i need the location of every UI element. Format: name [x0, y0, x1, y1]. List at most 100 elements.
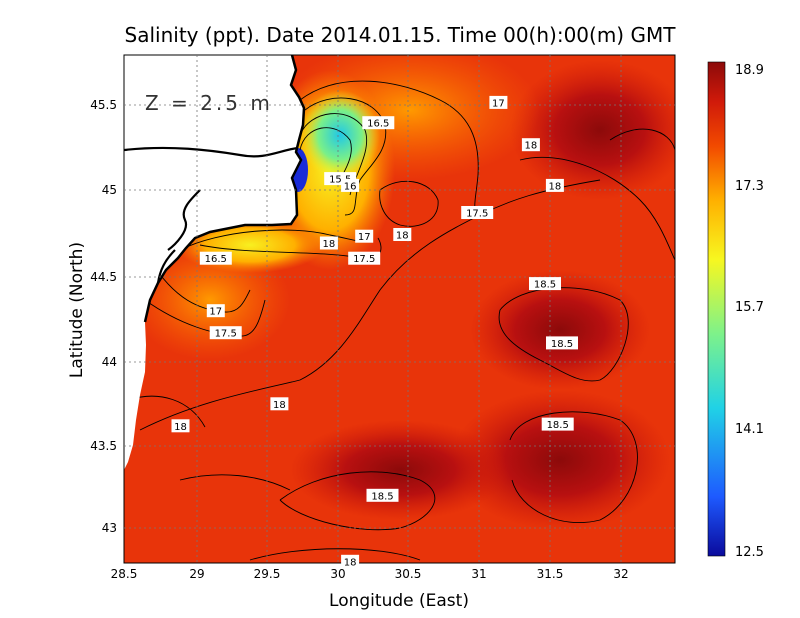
contour-label: 18: [319, 236, 338, 250]
contour-label: 18: [341, 554, 360, 568]
contour-label: 17.5: [461, 206, 494, 220]
contour-label: 17.5: [348, 251, 381, 265]
x-axis-label: Longitude (East): [329, 591, 469, 611]
contour-18-far-east: [609, 128, 675, 151]
contour-label-box: [319, 236, 338, 250]
x-tick-label: 30: [330, 567, 345, 581]
contour-label: 17.5: [209, 326, 242, 340]
contour-labels: 17 16.5 15.516 18 18 17.5 17 18 18 17.5 16.5 17 17.5…: [171, 95, 578, 568]
colorbar-tick-label: 14.1: [735, 422, 764, 437]
contour-label-box: [199, 251, 232, 265]
contour-label-box: [393, 228, 412, 241]
contour-17-5-coast: [199, 237, 382, 260]
y-axis-label: Latitude (North): [67, 242, 87, 378]
contour-17-north: [299, 80, 483, 213]
contour-18-5-southeast: [509, 411, 638, 524]
colorbar-tick-label: 12.5: [735, 545, 764, 560]
x-tick-label: 32: [613, 567, 628, 581]
contour-label-box: [489, 95, 508, 109]
contour-label-box: [171, 419, 190, 433]
contour-label-text: 18.5: [371, 491, 393, 502]
contour-label-text: 18: [525, 141, 538, 152]
contour-16-5: [304, 97, 387, 216]
contour-label: 17: [489, 95, 508, 109]
contour-label: 18: [270, 397, 289, 411]
colorbar-tick-label: 15.7: [735, 300, 764, 315]
contour-label: 17: [355, 229, 374, 243]
chart-title: Salinity (ppt). Date 2014.01.15. Time 00…: [125, 23, 677, 47]
colorbar-gradient: [707, 61, 726, 557]
contour-label-text: 17: [492, 98, 505, 109]
contour-label: 18: [393, 228, 412, 242]
x-tick-label: 29.5: [254, 567, 281, 581]
contour-18-bottom: [249, 548, 421, 561]
x-tick-label: 30.5: [395, 567, 422, 581]
contour-label-text: 18: [344, 557, 357, 568]
contour-label-text: 18.5: [551, 339, 573, 350]
contour-label-text: 17.5: [353, 254, 375, 265]
contour-label-text: 17.5: [215, 329, 237, 340]
colorbar-ticks: 18.9 17.3 15.7 14.1 12.5: [735, 63, 764, 560]
dark-region-south: [290, 420, 510, 520]
contour-label: 16: [341, 178, 360, 192]
land-mass: [124, 55, 304, 470]
contour-label-text: 18: [174, 422, 187, 433]
contour-18-northeast: [519, 156, 675, 261]
dark-region-southeast: [450, 390, 670, 530]
map-plot-area: [124, 55, 675, 563]
contour-label-box: [341, 554, 360, 568]
contour-label-text: 15.5: [329, 175, 351, 186]
contour-label-box: [341, 178, 360, 192]
y-tick-label: 45: [102, 183, 117, 197]
dark-region-east: [470, 270, 650, 390]
border-lines: [124, 146, 299, 284]
y-tick-label: 44: [102, 355, 117, 369]
contour-18-south-loop: [179, 474, 291, 491]
contour-label-text: 16.5: [367, 119, 389, 130]
contour-label-box: [541, 417, 574, 431]
depth-annotation: Z = 2.5 m: [145, 91, 273, 115]
contour-label-box: [209, 326, 242, 340]
contour-lines: [127, 80, 675, 561]
contour-label-text: 17.5: [466, 209, 488, 220]
x-tick-label: 28.5: [111, 567, 138, 581]
colorbar-tick-label: 18.9: [735, 63, 764, 78]
contour-label-text: 18: [273, 400, 286, 411]
contour-label-box: [545, 178, 564, 192]
x-axis: 28.5 29 29.5 30 30.5 31 31.5 32: [111, 567, 629, 581]
y-axis: 43 43.5 44 44.5 45 45.5: [90, 98, 117, 535]
contour-18-north-eddy: [379, 180, 439, 227]
x-tick-label: 31: [471, 567, 486, 581]
coastline: [143, 55, 306, 323]
x-tick-label: 31.5: [537, 567, 564, 581]
contour-label-box: [348, 251, 381, 265]
colorbar: 18.9 17.3 15.7 14.1 12.5: [707, 61, 764, 560]
contour-label-text: 18: [323, 239, 336, 250]
contour-label: 18.5: [546, 336, 578, 350]
contour-label: 16.5: [199, 251, 232, 265]
contour-15-5: [299, 127, 352, 181]
contour-label: 18: [545, 178, 564, 192]
contour-label-box: [270, 397, 289, 411]
contour-label: 18.5: [529, 277, 561, 291]
contour-label-box: [546, 336, 578, 350]
contour-label-text: 17: [209, 307, 222, 318]
contour-label: 16.5: [362, 116, 395, 130]
contour-label: 18.5: [541, 417, 574, 431]
contour-label-text: 18: [549, 181, 562, 192]
contour-18-diagonal: [139, 179, 601, 431]
grid-lines: [124, 55, 675, 563]
contour-18-5-south: [279, 471, 436, 531]
contour-label-text: 17: [358, 232, 371, 243]
low-salinity-core: [300, 90, 380, 180]
contour-label-box: [461, 206, 494, 219]
contour-label-box: [362, 116, 395, 130]
contour-label: 18.5: [366, 488, 399, 502]
plot-frame: [123, 54, 676, 564]
contour-label: 18: [171, 419, 190, 433]
contour-label: 18: [521, 138, 540, 152]
contour-18-5-east: [498, 287, 629, 382]
y-tick-label: 45.5: [90, 98, 117, 112]
contour-label-text: 18: [396, 231, 409, 242]
contour-label-text: 16: [344, 181, 357, 192]
